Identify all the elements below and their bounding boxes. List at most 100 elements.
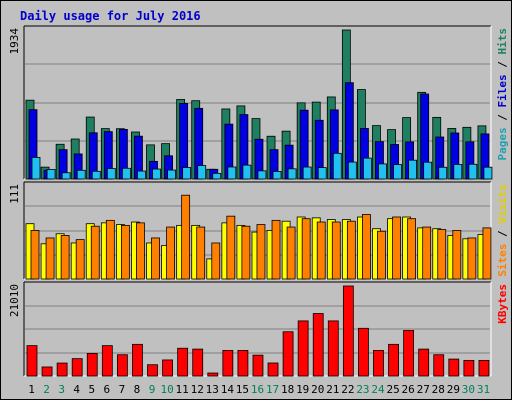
kbytes-bar bbox=[373, 350, 384, 377]
x-tick-label: 28 bbox=[432, 383, 445, 396]
pages-bar bbox=[106, 168, 116, 180]
legend-sites: Sites bbox=[496, 244, 509, 277]
pages-bar bbox=[167, 169, 176, 180]
pages-bar bbox=[182, 167, 192, 180]
pages-bar bbox=[453, 164, 463, 180]
pages-bar bbox=[76, 169, 86, 180]
pages-bar bbox=[317, 167, 327, 180]
x-tick-label: 27 bbox=[417, 383, 430, 396]
legend-pages: Pages bbox=[496, 127, 509, 160]
sites-bar bbox=[196, 226, 206, 280]
x-tick-label: 30 bbox=[462, 383, 475, 396]
pages-bar bbox=[438, 166, 448, 180]
x-tick-label: 21 bbox=[326, 383, 339, 396]
kbytes-bar bbox=[342, 285, 354, 377]
pages-bar bbox=[121, 167, 131, 180]
kbytes-bar bbox=[312, 313, 324, 377]
panel-2-legend: Sites / Visits bbox=[496, 184, 509, 277]
legend-separator: / bbox=[496, 55, 509, 75]
pages-bar bbox=[152, 168, 161, 180]
x-tick-label: 2 bbox=[43, 383, 50, 396]
pages-bar bbox=[483, 166, 493, 180]
pages-bar bbox=[423, 161, 433, 180]
x-tick-label: 1 bbox=[28, 383, 35, 396]
pages-bar bbox=[347, 161, 357, 180]
sites-bar bbox=[407, 218, 417, 280]
sites-bar bbox=[346, 220, 356, 280]
kbytes-bar bbox=[86, 353, 98, 377]
x-tick-label: 22 bbox=[341, 383, 354, 396]
x-tick-label: 15 bbox=[236, 383, 249, 396]
x-tick-label: 29 bbox=[447, 383, 460, 396]
pages-bar bbox=[302, 166, 312, 180]
sites-bar bbox=[437, 229, 447, 280]
kbytes-bar bbox=[433, 354, 445, 377]
pages-bar bbox=[212, 172, 222, 180]
legend-files: Files bbox=[496, 74, 509, 107]
sites-bar bbox=[467, 237, 477, 280]
x-tick-label: 31 bbox=[477, 383, 490, 396]
x-tick-label: 4 bbox=[73, 383, 80, 396]
sites-bar bbox=[241, 225, 251, 280]
legend-hits: Hits bbox=[496, 28, 509, 55]
kbytes-bar bbox=[403, 330, 415, 377]
x-tick-label: 10 bbox=[160, 383, 173, 396]
sites-bar bbox=[482, 227, 492, 280]
x-tick-label: 25 bbox=[386, 383, 399, 396]
x-tick-label: 26 bbox=[402, 383, 415, 396]
legend-kbytes: KBytes bbox=[496, 284, 509, 324]
pages-bar bbox=[227, 166, 237, 180]
pages-bar bbox=[363, 157, 372, 180]
sites-bar bbox=[392, 216, 401, 280]
pages-bar bbox=[468, 163, 478, 180]
kbytes-bar bbox=[297, 320, 309, 377]
pages-bar bbox=[137, 170, 146, 180]
panel-1-legend: Pages / Files / Hits bbox=[496, 28, 509, 161]
sites-bar bbox=[452, 230, 462, 280]
x-tick-label: 18 bbox=[281, 383, 294, 396]
sites-bar bbox=[422, 226, 432, 280]
kbytes-bar bbox=[222, 350, 234, 377]
kbytes-bar bbox=[116, 354, 128, 377]
kbytes-bar bbox=[388, 343, 399, 377]
x-tick-label: 23 bbox=[356, 383, 369, 396]
sites-bar bbox=[151, 237, 160, 280]
kbytes-bar bbox=[478, 359, 490, 377]
kbytes-bar bbox=[71, 358, 83, 377]
pages-bar bbox=[272, 171, 282, 180]
kbytes-bar bbox=[327, 320, 339, 377]
sites-bar bbox=[226, 215, 236, 280]
x-tick-label: 16 bbox=[251, 383, 264, 396]
legend-separator: / bbox=[496, 224, 509, 244]
sites-bar bbox=[362, 214, 371, 280]
sites-bar bbox=[377, 230, 386, 280]
sites-bar bbox=[286, 226, 296, 280]
x-tick-label: 13 bbox=[206, 383, 219, 396]
pages-bar bbox=[197, 165, 207, 180]
kbytes-bar bbox=[101, 345, 113, 377]
x-tick-label: 17 bbox=[266, 383, 279, 396]
pages-bar bbox=[332, 152, 342, 180]
pages-bar bbox=[257, 170, 267, 180]
sites-bar bbox=[301, 218, 311, 280]
kbytes-bar bbox=[267, 362, 279, 377]
pages-bar bbox=[46, 169, 56, 180]
sites-bar bbox=[75, 239, 85, 280]
pages-bar bbox=[378, 163, 387, 180]
kbytes-bar bbox=[418, 348, 430, 377]
panel-3-max-label: 21010 bbox=[8, 284, 21, 317]
sites-bar bbox=[316, 221, 326, 280]
pages-bar bbox=[287, 168, 297, 180]
kbytes-bar bbox=[132, 343, 143, 377]
panel-3-legend: KBytes bbox=[496, 284, 509, 324]
legend-visits: Visits bbox=[496, 184, 509, 224]
kbytes-bar bbox=[56, 362, 68, 377]
legend-separator: / bbox=[496, 108, 509, 128]
panel-1-max-label: 1934 bbox=[8, 28, 21, 55]
x-tick-label: 6 bbox=[104, 383, 111, 396]
sites-bar bbox=[271, 219, 281, 280]
sites-bar bbox=[211, 242, 221, 280]
kbytes-bar bbox=[192, 348, 204, 377]
kbytes-bar bbox=[41, 366, 53, 377]
